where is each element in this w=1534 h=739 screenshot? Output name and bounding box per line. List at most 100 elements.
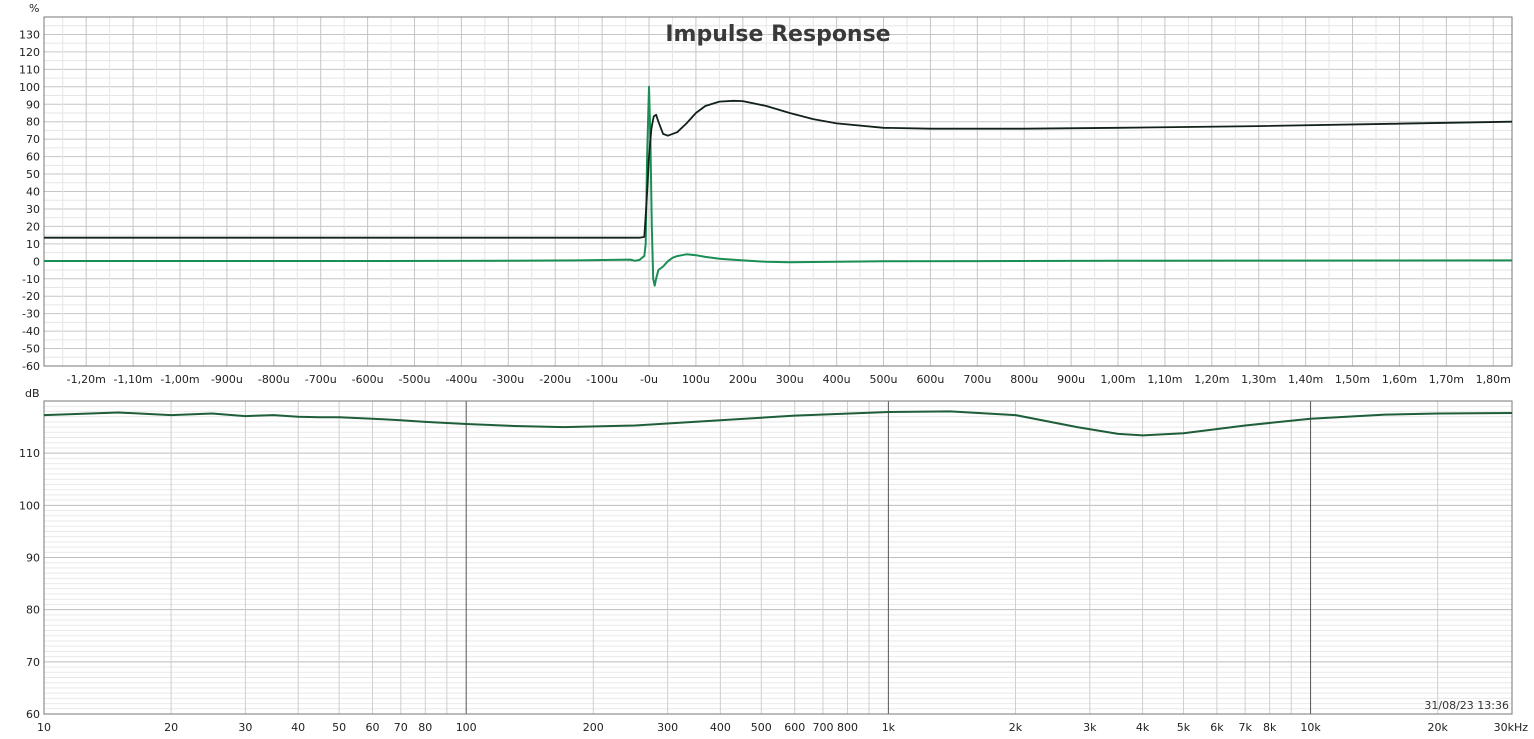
x-tick-label: -1,00m <box>160 373 199 386</box>
y-tick-label: 100 <box>19 499 40 512</box>
x-tick-label: 200u <box>729 373 757 386</box>
y-tick-label: 130 <box>19 28 40 41</box>
x-tick-label: 400 <box>710 721 731 734</box>
series-line-1 <box>43 410 1513 437</box>
frequency-y-unit: dB <box>25 387 40 400</box>
x-tick-label: 6k <box>1210 721 1224 734</box>
y-tick-label: 40 <box>26 186 40 199</box>
x-tick-label: -1,20m <box>67 373 106 386</box>
x-tick-label: 8k <box>1263 721 1277 734</box>
x-tick-label: -1,10m <box>114 373 153 386</box>
y-tick-label: 110 <box>19 63 40 76</box>
y-tick-label: 70 <box>26 656 40 669</box>
x-tick-label: 100 <box>456 721 477 734</box>
impulse-y-axis: 1301201101009080706050403020100-10-20-30… <box>19 28 40 373</box>
x-tick-label: 600u <box>916 373 944 386</box>
y-tick-label: 60 <box>26 151 40 164</box>
x-tick-label: 2k <box>1009 721 1023 734</box>
y-tick-label: 20 <box>26 220 40 233</box>
x-tick-label: 40 <box>291 721 305 734</box>
y-tick-label: 50 <box>26 168 40 181</box>
x-tick-label: 400u <box>823 373 851 386</box>
x-tick-label: -900u <box>211 373 243 386</box>
x-tick-label: 80 <box>418 721 432 734</box>
x-tick-label: 900u <box>1057 373 1085 386</box>
series-line-1 <box>44 85 1513 287</box>
y-tick-label: 90 <box>26 98 40 111</box>
x-tick-label: 1,50m <box>1335 373 1370 386</box>
x-tick-label: -600u <box>352 373 384 386</box>
y-tick-label: -50 <box>22 343 40 356</box>
frequency-response-panel: 110 100 90 80 70 60 10 20 30 40 50 60 70 80 100 200 300… <box>19 387 1528 734</box>
x-tick-label: 10 <box>37 721 51 734</box>
x-tick-label: 800 <box>837 721 858 734</box>
x-tick-label: 60 <box>366 721 380 734</box>
y-tick-label: 80 <box>26 116 40 129</box>
y-tick-label: -10 <box>22 273 40 286</box>
y-tick-label: 100 <box>19 81 40 94</box>
x-tick-label: 50 <box>332 721 346 734</box>
x-tick-label: 500 <box>751 721 772 734</box>
x-tick-label: 1,60m <box>1382 373 1417 386</box>
y-tick-label: -30 <box>22 308 40 321</box>
x-tick-label: 30kHz <box>1494 721 1529 734</box>
chart-title: Impulse Response <box>665 22 890 47</box>
x-tick-label: 100u <box>682 373 710 386</box>
x-tick-label: -100u <box>586 373 618 386</box>
x-tick-label: -700u <box>305 373 337 386</box>
timestamp: 31/08/23 13:36 <box>1424 699 1509 712</box>
y-tick-label: 110 <box>19 447 40 460</box>
x-tick-label: 20 <box>164 721 178 734</box>
impulse-series <box>44 85 1513 287</box>
x-tick-label: -0u <box>640 373 658 386</box>
frequency-x-axis: 10 20 30 40 50 60 70 80 100 200 300 400 500 600 700 800… <box>37 721 1528 734</box>
x-tick-label: 1,20m <box>1194 373 1229 386</box>
y-tick-label: 0 <box>33 255 40 268</box>
y-tick-label: 90 <box>26 552 40 565</box>
y-tick-label: -60 <box>22 360 40 373</box>
x-tick-label: -800u <box>258 373 290 386</box>
x-tick-label: 1,80m <box>1476 373 1511 386</box>
impulse-plot-frame <box>43 16 1513 367</box>
x-tick-label: 70 <box>394 721 408 734</box>
x-tick-label: 700u <box>963 373 991 386</box>
x-tick-label: 300 <box>657 721 678 734</box>
frequency-y-axis: 110 100 90 80 70 60 <box>19 447 40 721</box>
x-tick-label: 4k <box>1136 721 1150 734</box>
y-tick-label: 30 <box>26 203 40 216</box>
frequency-plot-frame <box>43 400 1513 715</box>
impulse-response-panel: 1301201101009080706050403020100-10-20-30… <box>19 2 1513 386</box>
y-tick-label: -40 <box>22 325 40 338</box>
x-tick-label: 600 <box>784 721 805 734</box>
x-tick-label: 700 <box>812 721 833 734</box>
x-tick-label: 200 <box>583 721 604 734</box>
x-tick-label: -200u <box>539 373 571 386</box>
x-tick-label: 30 <box>238 721 252 734</box>
y-tick-label: 10 <box>26 238 40 251</box>
impulse-y-unit: % <box>29 2 39 15</box>
y-tick-label: 120 <box>19 46 40 59</box>
x-tick-label: 500u <box>870 373 898 386</box>
x-tick-label: 20k <box>1427 721 1448 734</box>
x-tick-label: 800u <box>1010 373 1038 386</box>
x-tick-label: 1,70m <box>1429 373 1464 386</box>
series-line-2 <box>44 99 1513 239</box>
x-tick-label: 1,40m <box>1288 373 1323 386</box>
x-tick-label: 3k <box>1083 721 1097 734</box>
x-tick-label: -500u <box>399 373 431 386</box>
x-tick-label: 5k <box>1177 721 1191 734</box>
frequency-series <box>43 410 1513 437</box>
x-tick-label: -300u <box>492 373 524 386</box>
x-tick-label: 10k <box>1300 721 1321 734</box>
frequency-grid <box>43 400 1513 715</box>
y-tick-label: 80 <box>26 604 40 617</box>
x-tick-label: 1,10m <box>1147 373 1182 386</box>
x-tick-label: -400u <box>445 373 477 386</box>
x-tick-label: 1,00m <box>1100 373 1135 386</box>
x-tick-label: 7k <box>1238 721 1252 734</box>
x-tick-label: 300u <box>776 373 804 386</box>
x-tick-label: 1,30m <box>1241 373 1276 386</box>
x-tick-label: 1k <box>882 721 896 734</box>
y-tick-label: 60 <box>26 708 40 721</box>
